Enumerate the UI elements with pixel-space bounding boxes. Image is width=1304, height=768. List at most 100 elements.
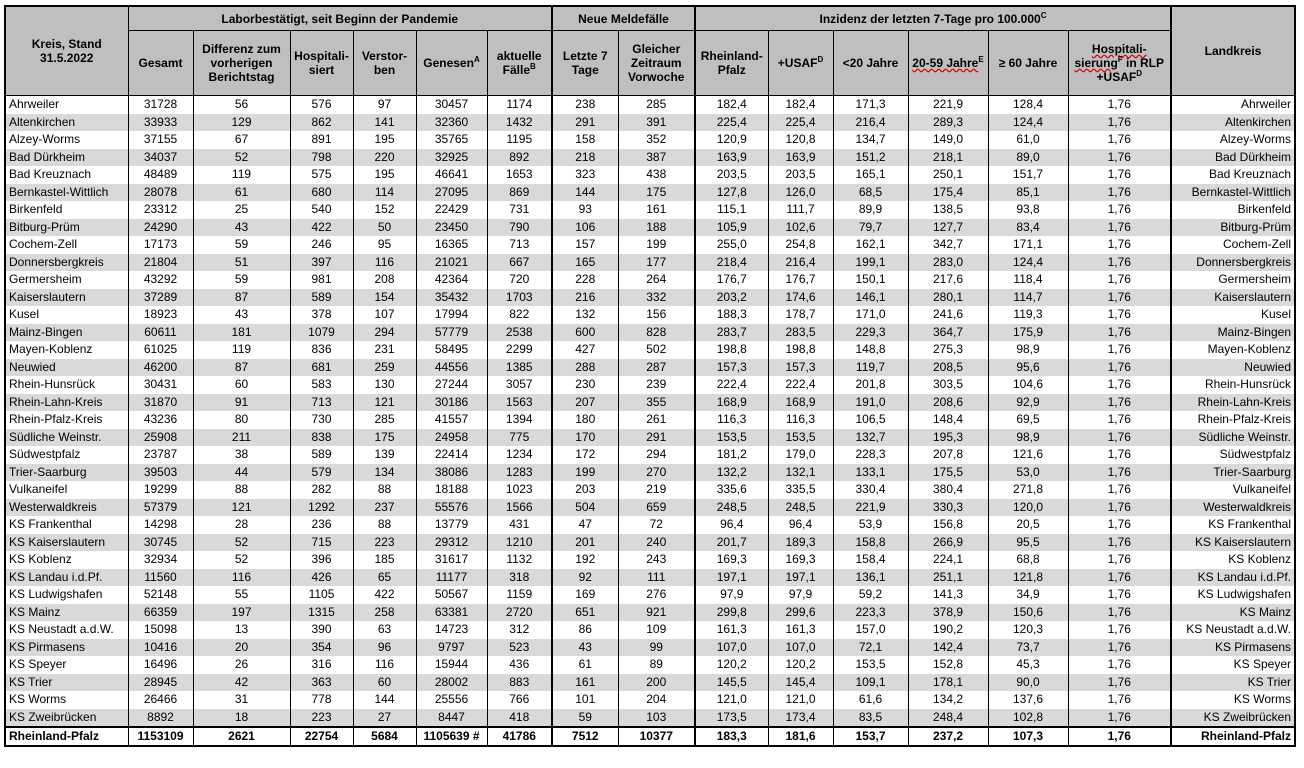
table-row: KS Speyer 16496 26 316 116 15944 436 61 89 120,2 1… [4, 656, 1296, 674]
table-cell: 299,6 [767, 603, 834, 621]
table-cell: 83,4 [987, 218, 1069, 236]
table-cell: 69,5 [987, 411, 1069, 429]
table-cell: 225,4 [767, 113, 834, 131]
table-cell: 152 [352, 201, 417, 219]
table-cell: 26466 [127, 691, 194, 709]
column-header-label: Differenz zum vorherigen Berichtstag [202, 42, 281, 84]
table-cell: 89,0 [987, 148, 1069, 166]
table-cell: 91 [192, 393, 291, 411]
table-cell: 1,76 [1067, 393, 1172, 411]
table-cell: 891 [289, 131, 354, 149]
district-name: Kaiserslautern [4, 288, 129, 306]
covid-statistics-table: Kreis, Stand 31.5.2022 Laborbestätigt, s… [4, 5, 1296, 747]
column-header-label: <20 Jahre [842, 56, 899, 70]
table-cell: 287 [617, 358, 696, 376]
table-cell: 1195 [486, 131, 553, 149]
footnote-marker: F [1117, 55, 1123, 64]
table-cell: 1,76 [1067, 708, 1172, 727]
table-cell: 46641 [415, 166, 488, 184]
table-cell: 28945 [127, 673, 194, 691]
table-cell: 60611 [127, 323, 194, 341]
table-cell: 114 [352, 183, 417, 201]
table-cell: 523 [486, 638, 553, 656]
table-cell: 1174 [486, 95, 553, 114]
district-name: KS Landau i.d.Pf. [4, 568, 129, 586]
table-cell: 119 [192, 166, 291, 184]
table-cell: 157 [551, 236, 619, 254]
table-cell: 151,7 [987, 166, 1069, 184]
table-cell: 121,8 [987, 568, 1069, 586]
column-header: +USAFD [767, 30, 834, 96]
table-cell: 2720 [486, 603, 553, 621]
table-cell: 98,9 [987, 341, 1069, 359]
table-cell: 114,7 [987, 288, 1069, 306]
table-cell: 208,6 [907, 393, 989, 411]
landkreis-name: Vulkaneifel [1170, 481, 1296, 499]
table-cell: 67 [192, 131, 291, 149]
table-cell: 13779 [415, 516, 488, 534]
table-cell: 111,7 [767, 201, 834, 219]
footnote-marker: A [473, 55, 480, 64]
table-cell: 1,76 [1067, 271, 1172, 289]
table-cell: 250,1 [907, 166, 989, 184]
table-cell: 25 [192, 201, 291, 219]
district-name: Neuwied [4, 358, 129, 376]
table-cell: 208 [352, 271, 417, 289]
table-row: KS Frankenthal 14298 28 236 88 13779 431 47 72 96… [4, 516, 1296, 534]
table-cell: 221,9 [832, 498, 909, 516]
table-cell: 97 [352, 95, 417, 114]
table-cell: 87 [192, 358, 291, 376]
table-row: Kaiserslautern 37289 87 589 154 35432 1703 216 3… [4, 288, 1296, 306]
table-cell: 134,2 [907, 691, 989, 709]
table-cell: 134 [352, 463, 417, 481]
table-cell: 26 [192, 656, 291, 674]
table-row: Alzey-Worms 37155 67 891 195 35765 1195 158 352 1… [4, 131, 1296, 149]
table-cell: 42364 [415, 271, 488, 289]
table-cell: 199,1 [832, 253, 909, 271]
table-cell: 175 [617, 183, 696, 201]
table-cell: 28 [192, 516, 291, 534]
table-cell: 240 [617, 533, 696, 551]
table-cell: 124,4 [987, 113, 1069, 131]
header-landkreis: Landkreis [1170, 5, 1296, 96]
table-cell: 59 [192, 236, 291, 254]
table-cell: 21804 [127, 253, 194, 271]
table-cell: 1,76 [1067, 656, 1172, 674]
table-row: KS Mainz 66359 197 1315 258 63381 2720 651 921 29… [4, 603, 1296, 621]
table-cell: 197,1 [767, 568, 834, 586]
table-cell: 2299 [486, 341, 553, 359]
table-cell: 720 [486, 271, 553, 289]
column-header-label: Gleicher Zeitraum Vorwoche [628, 42, 685, 84]
table-cell: 1,76 [1067, 113, 1172, 131]
table-cell: 224,1 [907, 551, 989, 569]
table-cell: 43292 [127, 271, 194, 289]
table-cell: 1,76 [1067, 516, 1172, 534]
table-cell: 57779 [415, 323, 488, 341]
table-cell: 790 [486, 218, 553, 236]
table-cell: 92,9 [987, 393, 1069, 411]
landkreis-name: KS Worms [1170, 691, 1296, 709]
table-cell: 188,3 [694, 306, 769, 324]
table-cell: 218,1 [907, 148, 989, 166]
table-cell: 59,2 [832, 586, 909, 604]
table-cell: 97,9 [767, 586, 834, 604]
table-cell: 1283 [486, 463, 553, 481]
table-cell: 30745 [127, 533, 194, 551]
table-cell: 157,0 [832, 621, 909, 639]
table-cell: 157,3 [767, 358, 834, 376]
table-cell: 222,4 [694, 376, 769, 394]
table-cell: 43236 [127, 411, 194, 429]
table-cell: 575 [289, 166, 354, 184]
table-cell: 355 [617, 393, 696, 411]
landkreis-name: Südwestpfalz [1170, 446, 1296, 464]
table-cell: 715 [289, 533, 354, 551]
table-cell: 5684 [352, 726, 417, 746]
table-cell: 1385 [486, 358, 553, 376]
table-cell: 116 [352, 656, 417, 674]
table-cell: 72 [617, 516, 696, 534]
table-cell: 175,5 [907, 463, 989, 481]
table-cell: 33933 [127, 113, 194, 131]
table-cell: 124,4 [987, 253, 1069, 271]
table-cell: 225,4 [694, 113, 769, 131]
table-cell: 14298 [127, 516, 194, 534]
